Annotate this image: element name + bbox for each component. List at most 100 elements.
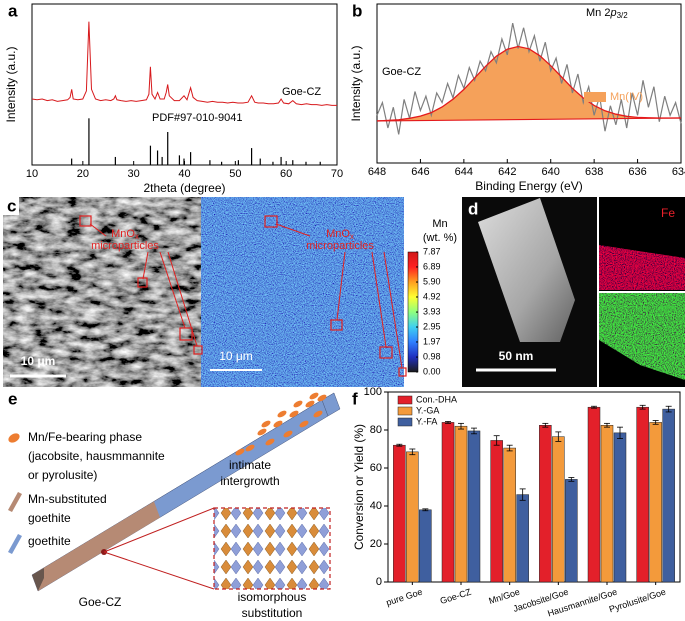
- error-bar: [665, 405, 672, 413]
- scale-bar-label: 10 μm: [21, 354, 56, 368]
- bar: [539, 425, 552, 583]
- error-bar: [458, 422, 464, 430]
- error-bar: [542, 422, 549, 428]
- phase-particle: [245, 444, 255, 452]
- plot-frame: [376, 3, 682, 164]
- x-tick-label: 638: [585, 166, 603, 178]
- phase-particle: [265, 438, 275, 446]
- phase-particle: [309, 392, 319, 400]
- nanorod: [478, 198, 575, 342]
- legend-label: Y.-FA: [416, 416, 437, 426]
- error-bar: [652, 420, 659, 425]
- annotation: intimate: [229, 458, 271, 472]
- baseline: [376, 117, 682, 122]
- bar: [600, 425, 614, 583]
- legend-label: goethite: [28, 511, 71, 525]
- legend-marker: [8, 492, 22, 512]
- phase-particle: [261, 420, 271, 428]
- legend-label: Mn-substituted: [28, 492, 107, 506]
- annotation: microparticles: [91, 240, 159, 252]
- y-axis-label: Intensity (a.u.): [349, 45, 363, 121]
- colorbar-tick-label: 4.92: [423, 291, 441, 301]
- plot-frame: [31, 3, 338, 166]
- sample-label: Goe-CZ: [79, 595, 122, 609]
- label-bg: [3, 197, 19, 215]
- phase-particle: [235, 448, 245, 456]
- error-bar: [471, 427, 477, 435]
- bar: [649, 422, 662, 583]
- phase-particle: [273, 420, 283, 428]
- x-tick-label: 60: [280, 168, 292, 180]
- bar: [454, 425, 468, 583]
- map-label: Fe: [661, 206, 675, 220]
- panel-label: d: [468, 199, 478, 218]
- legend: Mn/Fe-bearing phase (jacobsite, hausmmann…: [8, 430, 165, 554]
- panel-label: b: [352, 1, 362, 20]
- sample-label: Goe-CZ: [382, 66, 421, 78]
- x-tick-label: 20: [77, 168, 89, 180]
- phase-particle: [289, 410, 299, 418]
- raw-data: [376, 22, 682, 135]
- error-bar: [445, 421, 451, 424]
- error-bar: [591, 405, 597, 409]
- legend-swatch: [397, 406, 413, 416]
- annotation: isomorphous: [238, 590, 307, 604]
- x-tick-label: Pyrolusite/Goe: [608, 587, 667, 615]
- bar: [419, 509, 432, 583]
- bar: [613, 432, 627, 583]
- bar: [565, 479, 578, 583]
- bar: [662, 408, 675, 583]
- y-axis-label: Conversion or Yield (%): [352, 424, 366, 550]
- x-tick-label: pure Goe: [385, 587, 424, 608]
- legend-label: Y.-GA: [416, 405, 439, 415]
- x-tick-label: Goe-CZ: [439, 586, 473, 606]
- zoom-lines: [103, 507, 215, 590]
- phase-particle: [293, 400, 303, 408]
- legend-label: Mn(IV): [610, 91, 643, 103]
- title-part: Mn 2: [586, 7, 610, 19]
- annotation-arrows: [89, 223, 403, 369]
- chart-title: Mn 2p3/2: [586, 7, 628, 20]
- x-tick-label: 10: [26, 168, 38, 180]
- error-bar: [493, 435, 500, 446]
- annotation: intergrowth: [220, 474, 279, 488]
- phase-particle: [313, 410, 323, 418]
- error-bar: [422, 508, 429, 512]
- colorbar-title: (wt. %): [423, 232, 457, 244]
- legend-marker: [8, 534, 22, 554]
- legend-swatch: [397, 395, 413, 405]
- bar: [516, 494, 529, 583]
- legend-swatch: [584, 92, 606, 102]
- title-part: p: [609, 7, 616, 19]
- plot-frame: [387, 391, 681, 583]
- x-tick-label: 636: [628, 166, 646, 178]
- x-axis-label: Binding Energy (eV): [475, 179, 582, 193]
- formula: MnO: [111, 228, 135, 240]
- sem-image: [3, 197, 201, 387]
- x-tick-label: 644: [455, 166, 473, 178]
- colorbar-tick-label: 1.97: [423, 336, 441, 346]
- colorbar-tick-label: 2.95: [423, 321, 441, 331]
- highlight-boxes: [79, 215, 407, 377]
- subscript: x: [135, 232, 139, 241]
- colorbar-tick-label: 5.90: [423, 276, 441, 286]
- bar: [467, 430, 481, 583]
- bar: [441, 422, 455, 583]
- y-tick-label: 20: [370, 538, 382, 550]
- bar: [393, 444, 406, 583]
- legend-label: goethite: [28, 534, 71, 548]
- x-tick-label: 30: [128, 168, 140, 180]
- bar: [503, 447, 516, 583]
- legend-label: or pyrolusite): [28, 468, 97, 482]
- legend-label: (jacobsite, hausmmannite: [28, 449, 165, 463]
- legend-label: Con.-DHA: [416, 394, 457, 404]
- error-bar: [396, 443, 403, 447]
- x-tick-label: 646: [411, 166, 429, 178]
- series-line: [376, 45, 681, 122]
- error-bar: [409, 448, 416, 456]
- bar: [587, 406, 601, 583]
- x-tick-label: 640: [542, 166, 560, 178]
- phase-particle: [257, 428, 267, 436]
- annotation: MnOx: [111, 228, 139, 241]
- annotation: MnOx: [326, 228, 354, 241]
